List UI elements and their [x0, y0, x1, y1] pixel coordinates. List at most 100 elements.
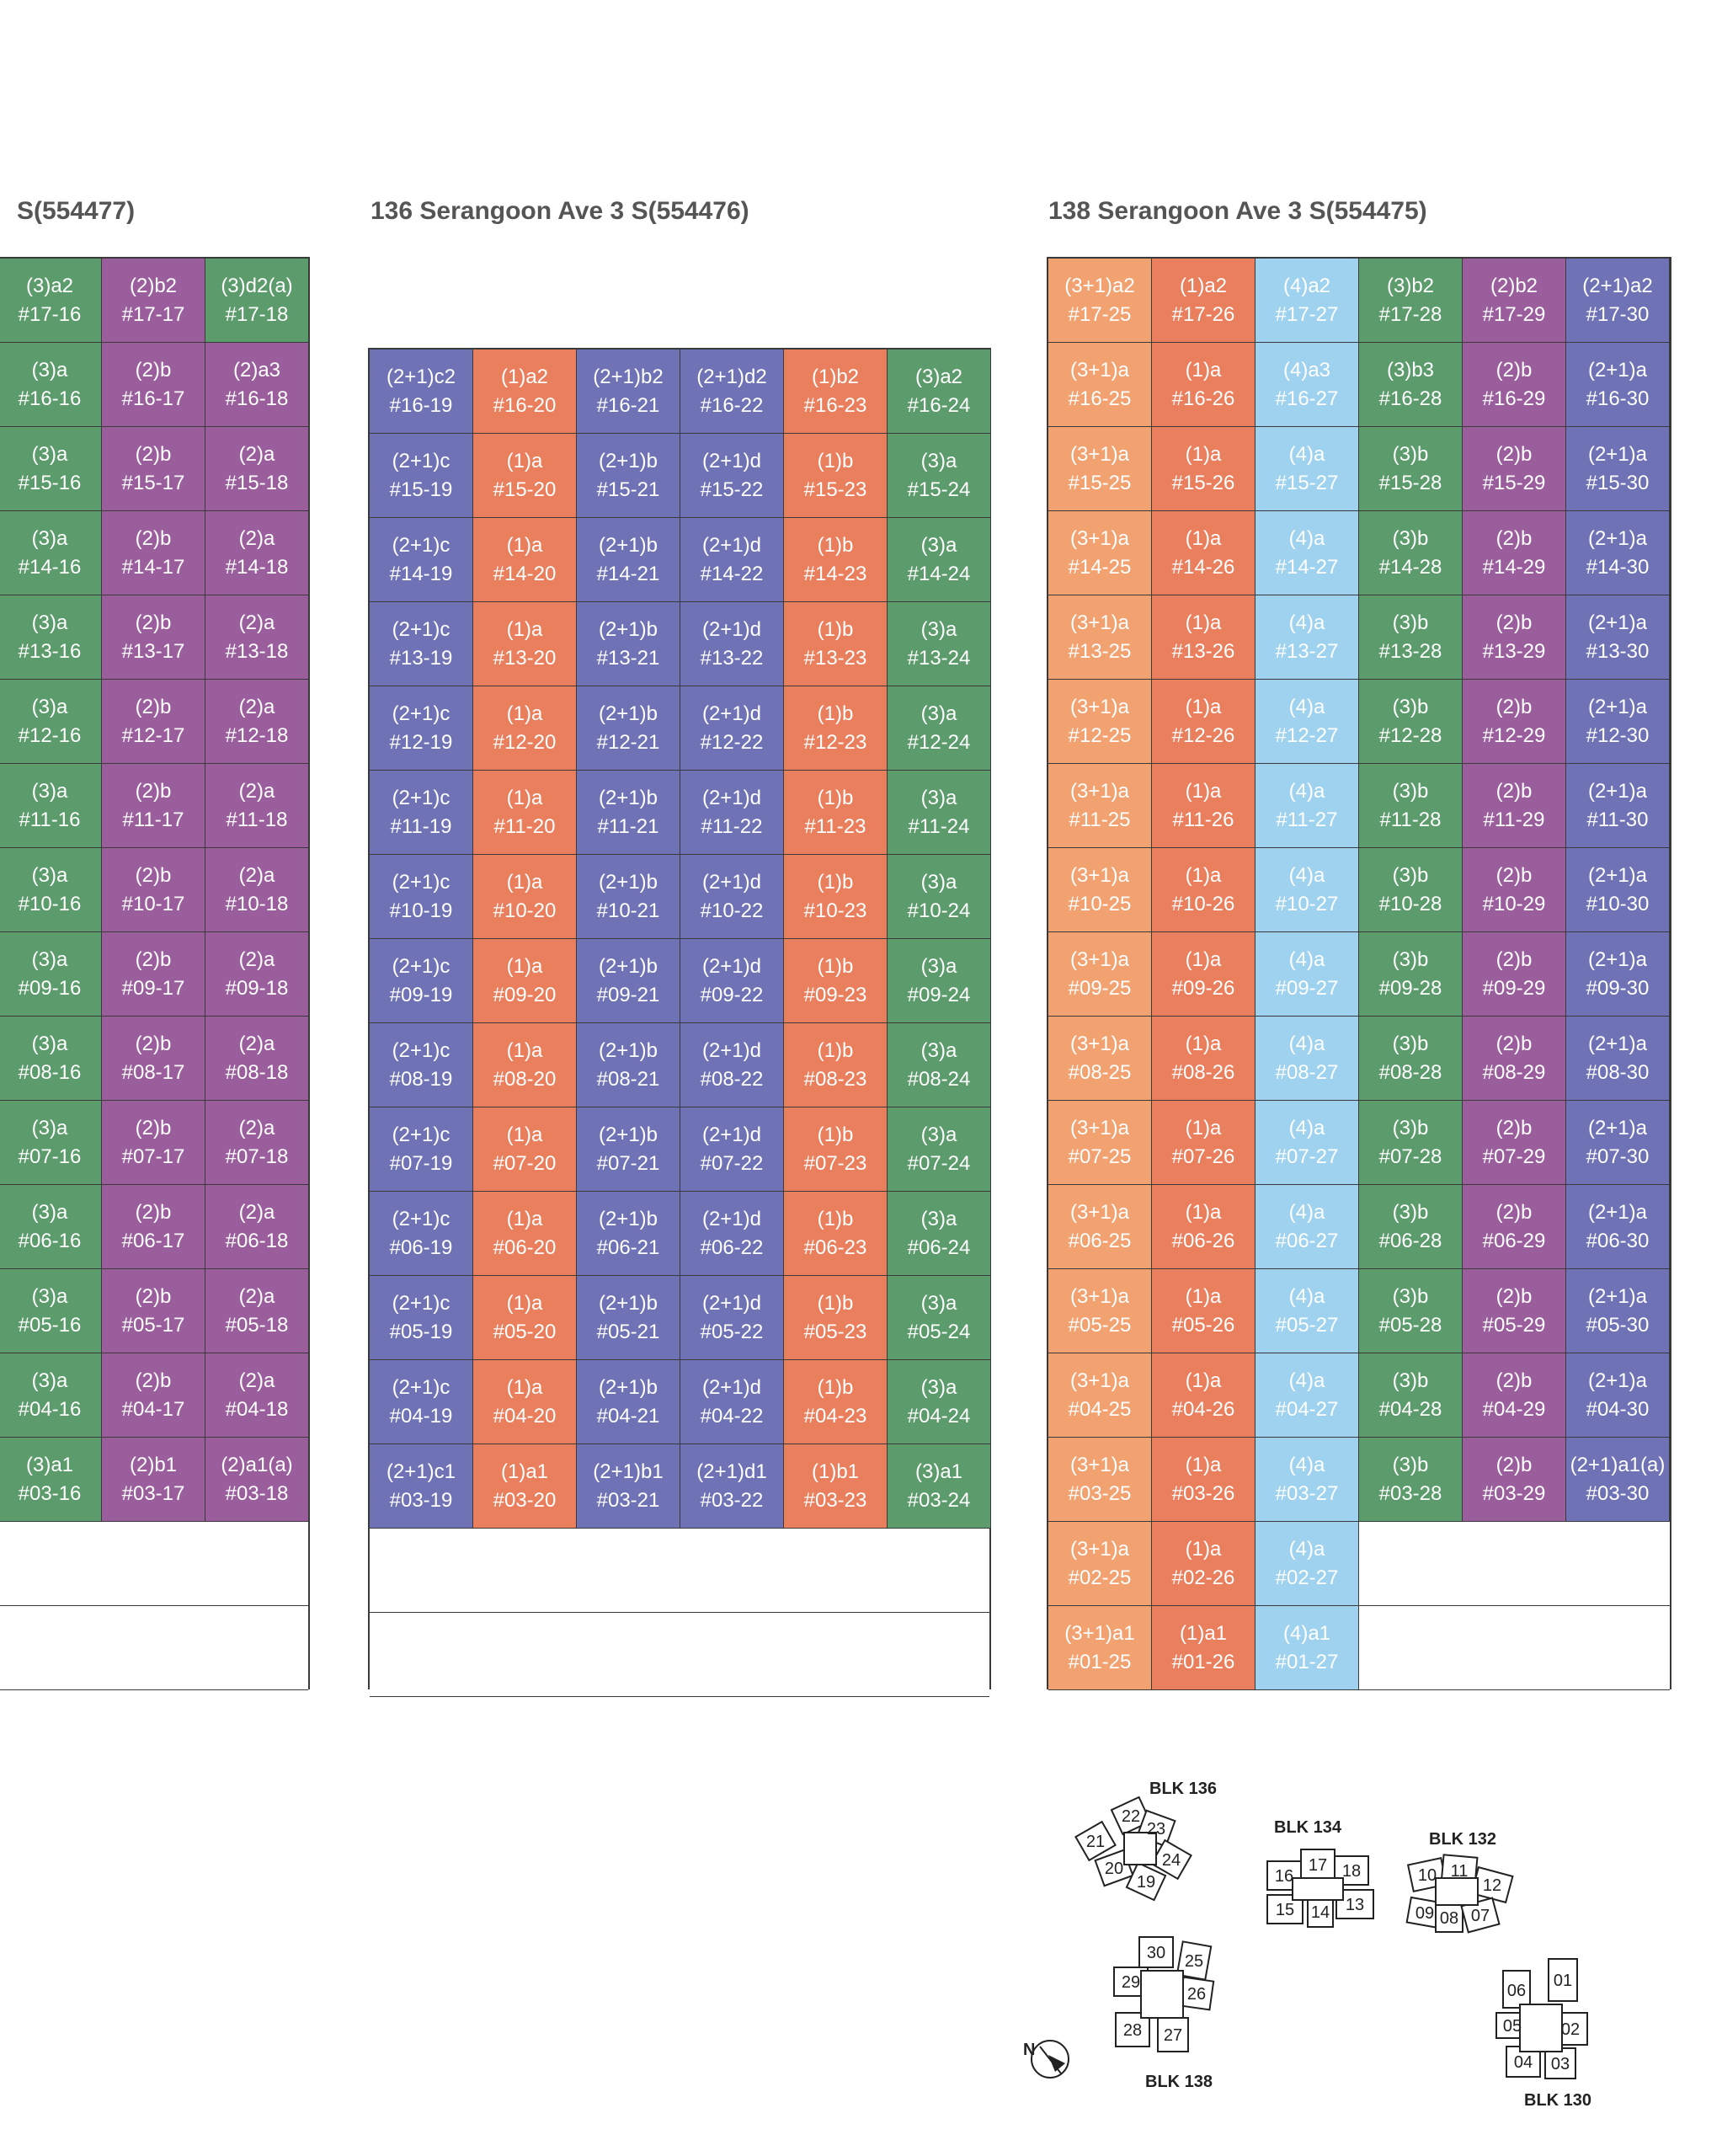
unit-cell[interactable]: (4)a3 #16-27	[1256, 343, 1359, 427]
unit-cell[interactable]: (4)a1 #01-27	[1256, 1606, 1359, 1690]
unit-cell[interactable]: (2+1)b #13-21	[577, 602, 680, 686]
unit-cell[interactable]: (3)b #06-28	[1359, 1185, 1463, 1269]
unit-cell[interactable]: (3)a #06-24	[888, 1192, 991, 1276]
unit-cell[interactable]: (1)a #11-26	[1152, 764, 1256, 848]
unit-cell[interactable]: (2+1)b #04-21	[577, 1360, 680, 1444]
unit-cell[interactable]: (3+1)a #03-25	[1048, 1438, 1152, 1522]
unit-cell[interactable]: (1)a1 #03-20	[473, 1444, 577, 1529]
unit-cell[interactable]: (3)b #14-28	[1359, 511, 1463, 595]
unit-cell[interactable]: (2)a #14-18	[205, 511, 309, 595]
unit-cell[interactable]: (1)a #14-20	[473, 518, 577, 602]
unit-cell[interactable]: (3)a #14-24	[888, 518, 991, 602]
unit-cell[interactable]: (1)a #05-26	[1152, 1269, 1256, 1353]
unit-cell[interactable]: (2)b #16-17	[102, 343, 205, 427]
unit-cell[interactable]: (2)b #12-17	[102, 680, 205, 764]
unit-cell[interactable]: (2+1)b #06-21	[577, 1192, 680, 1276]
unit-cell[interactable]: (2+1)a #14-30	[1566, 511, 1670, 595]
unit-cell[interactable]: (4)a #02-27	[1256, 1522, 1359, 1606]
unit-cell[interactable]: (3)a #05-16	[0, 1269, 102, 1353]
unit-cell[interactable]: (1)a #16-26	[1152, 343, 1256, 427]
unit-cell[interactable]: (2)b #07-29	[1463, 1101, 1566, 1185]
unit-cell[interactable]: (2)a #10-18	[205, 848, 309, 932]
unit-cell[interactable]: (3)a #15-16	[0, 427, 102, 511]
unit-cell[interactable]: (1)a #03-26	[1152, 1438, 1256, 1522]
unit-cell[interactable]: (2)b #07-17	[102, 1101, 205, 1185]
unit-cell[interactable]: (4)a #14-27	[1256, 511, 1359, 595]
unit-cell[interactable]: (2+1)a #07-30	[1566, 1101, 1670, 1185]
unit-cell[interactable]: (1)b #09-23	[784, 939, 888, 1023]
unit-cell[interactable]: (3)b #11-28	[1359, 764, 1463, 848]
unit-cell[interactable]: (1)a #09-26	[1152, 932, 1256, 1017]
unit-cell[interactable]: (2)b #08-17	[102, 1017, 205, 1101]
unit-cell[interactable]: (1)a #14-26	[1152, 511, 1256, 595]
unit-cell[interactable]: (4)a #08-27	[1256, 1017, 1359, 1101]
unit-cell[interactable]: (2+1)b #08-21	[577, 1023, 680, 1107]
unit-cell[interactable]: (1)b #05-23	[784, 1276, 888, 1360]
unit-cell[interactable]: (3)a #06-16	[0, 1185, 102, 1269]
unit-cell[interactable]: (3+1)a2 #17-25	[1048, 259, 1152, 343]
unit-cell[interactable]: (4)a #15-27	[1256, 427, 1359, 511]
unit-cell[interactable]: (3)b #07-28	[1359, 1101, 1463, 1185]
unit-cell[interactable]: (3)a #04-24	[888, 1360, 991, 1444]
unit-cell[interactable]: (3)a #14-16	[0, 511, 102, 595]
unit-cell[interactable]: (1)a2 #16-20	[473, 350, 577, 434]
unit-cell[interactable]: (3)a #16-16	[0, 343, 102, 427]
unit-cell[interactable]: (2+1)b #12-21	[577, 686, 680, 771]
unit-cell[interactable]: (4)a #09-27	[1256, 932, 1359, 1017]
unit-cell[interactable]: (1)a #11-20	[473, 771, 577, 855]
unit-cell[interactable]: (2+1)d #09-22	[680, 939, 784, 1023]
unit-cell[interactable]: (1)a #12-26	[1152, 680, 1256, 764]
unit-cell[interactable]: (2)b #12-29	[1463, 680, 1566, 764]
unit-cell[interactable]: (4)a2 #17-27	[1256, 259, 1359, 343]
unit-cell[interactable]: (2+1)b #09-21	[577, 939, 680, 1023]
unit-cell[interactable]: (2+1)c2 #16-19	[370, 350, 473, 434]
unit-cell[interactable]: (2)b2 #17-29	[1463, 259, 1566, 343]
unit-cell[interactable]: (3)a #12-16	[0, 680, 102, 764]
unit-cell[interactable]: (2)b #10-17	[102, 848, 205, 932]
unit-cell[interactable]: (2)b #10-29	[1463, 848, 1566, 932]
unit-cell[interactable]: (1)a #07-26	[1152, 1101, 1256, 1185]
unit-cell[interactable]: (2+1)b #14-21	[577, 518, 680, 602]
unit-cell[interactable]: (2+1)b #07-21	[577, 1107, 680, 1192]
unit-cell[interactable]: (1)a #10-26	[1152, 848, 1256, 932]
unit-cell[interactable]: (2)b #04-29	[1463, 1353, 1566, 1438]
unit-cell[interactable]: (2)b1 #03-17	[102, 1438, 205, 1522]
unit-cell[interactable]: (1)a #07-20	[473, 1107, 577, 1192]
unit-cell[interactable]: (2+1)c #09-19	[370, 939, 473, 1023]
unit-cell[interactable]: (2+1)c #10-19	[370, 855, 473, 939]
unit-cell[interactable]: (2)b #11-17	[102, 764, 205, 848]
unit-cell[interactable]: (2+1)d #12-22	[680, 686, 784, 771]
unit-cell[interactable]: (2)a #06-18	[205, 1185, 309, 1269]
unit-cell[interactable]: (4)a #06-27	[1256, 1185, 1359, 1269]
unit-cell[interactable]: (2)b2 #17-17	[102, 259, 205, 343]
unit-cell[interactable]: (1)a #02-26	[1152, 1522, 1256, 1606]
unit-cell[interactable]: (2)b #09-17	[102, 932, 205, 1017]
unit-cell[interactable]: (1)a #12-20	[473, 686, 577, 771]
unit-cell[interactable]: (2+1)c #05-19	[370, 1276, 473, 1360]
unit-cell[interactable]: (3)a #04-16	[0, 1353, 102, 1438]
unit-cell[interactable]: (4)a #11-27	[1256, 764, 1359, 848]
unit-cell[interactable]: (3)b #09-28	[1359, 932, 1463, 1017]
unit-cell[interactable]: (2+1)a #15-30	[1566, 427, 1670, 511]
unit-cell[interactable]: (3)b #15-28	[1359, 427, 1463, 511]
unit-cell[interactable]: (1)b #06-23	[784, 1192, 888, 1276]
unit-cell[interactable]: (2+1)b #05-21	[577, 1276, 680, 1360]
unit-cell[interactable]: (2)a #05-18	[205, 1269, 309, 1353]
unit-cell[interactable]: (3)a1 #03-16	[0, 1438, 102, 1522]
unit-cell[interactable]: (3+1)a #15-25	[1048, 427, 1152, 511]
unit-cell[interactable]: (2+1)d #08-22	[680, 1023, 784, 1107]
unit-cell[interactable]: (2+1)b1 #03-21	[577, 1444, 680, 1529]
unit-cell[interactable]: (2+1)c #06-19	[370, 1192, 473, 1276]
unit-cell[interactable]: (3)a #08-24	[888, 1023, 991, 1107]
unit-cell[interactable]: (2+1)d #11-22	[680, 771, 784, 855]
unit-cell[interactable]: (2+1)a2 #17-30	[1566, 259, 1670, 343]
unit-cell[interactable]: (3)b #04-28	[1359, 1353, 1463, 1438]
unit-cell[interactable]: (4)a #13-27	[1256, 595, 1359, 680]
unit-cell[interactable]: (2)a #11-18	[205, 764, 309, 848]
unit-cell[interactable]: (3)b #10-28	[1359, 848, 1463, 932]
unit-cell[interactable]: (1)a #08-26	[1152, 1017, 1256, 1101]
unit-cell[interactable]: (2+1)a #08-30	[1566, 1017, 1670, 1101]
unit-cell[interactable]: (3+1)a #02-25	[1048, 1522, 1152, 1606]
unit-cell[interactable]: (1)b #11-23	[784, 771, 888, 855]
unit-cell[interactable]: (4)a #07-27	[1256, 1101, 1359, 1185]
